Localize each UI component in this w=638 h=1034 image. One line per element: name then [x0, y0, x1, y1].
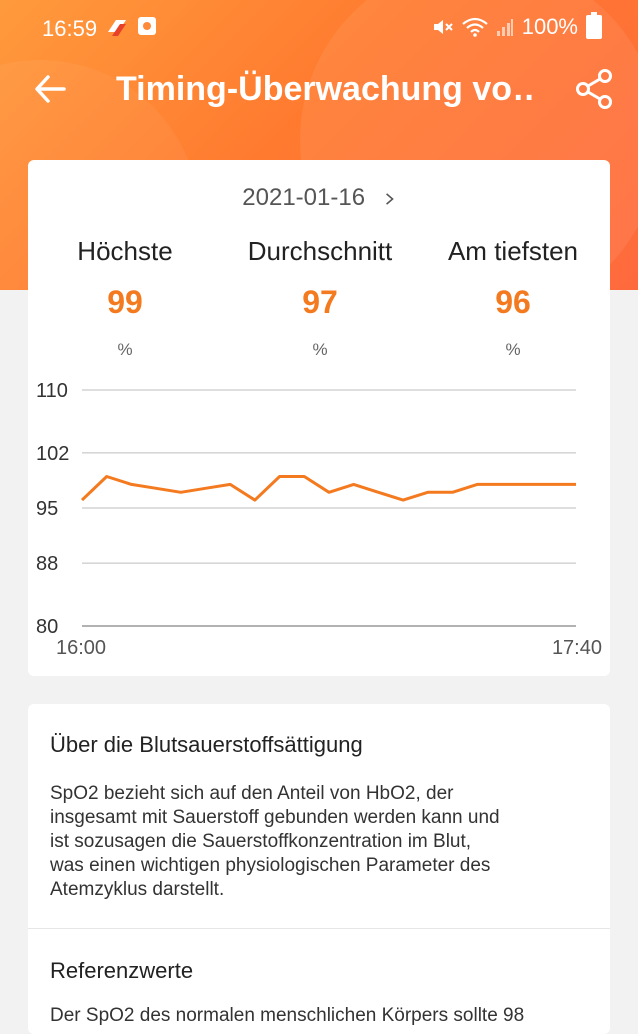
- page-title: Timing-Überwachung vo…: [116, 70, 536, 108]
- section-divider: [28, 928, 610, 929]
- battery-percent: 100%: [521, 14, 578, 39]
- top-app-bar: Timing-Überwachung vo…: [0, 56, 638, 126]
- mute-icon: [433, 20, 453, 34]
- about-line: was einen wichtigen physiologischen Para…: [50, 855, 491, 876]
- stat-value-average: 97: [302, 284, 338, 320]
- y-tick-label: 80: [36, 616, 58, 638]
- date-selector[interactable]: 2021-01-16: [0, 184, 638, 212]
- wifi-icon: [462, 17, 488, 37]
- y-tick-label: 102: [36, 443, 69, 465]
- x-tick-label: 16:00: [56, 637, 106, 659]
- y-tick-label: 110: [36, 380, 68, 402]
- stat-unit-highest: %: [117, 340, 133, 359]
- stat-unit-average: %: [312, 340, 328, 359]
- date-label: 2021-01-16: [242, 184, 366, 211]
- stat-label-lowest: Am tiefsten: [447, 236, 579, 266]
- stat-unit-lowest: %: [505, 340, 521, 359]
- stat-label-average: Durchschnitt: [247, 236, 393, 266]
- y-tick-label: 95: [36, 498, 58, 520]
- stat-label-highest: Höchste: [77, 236, 173, 266]
- x-tick-label: 17:40: [552, 637, 602, 659]
- status-bar: 16:59 100%: [0, 0, 638, 56]
- about-line: Atemzyklus darstellt.: [50, 879, 225, 900]
- stat-value-lowest: 96: [495, 284, 531, 320]
- share-icon[interactable]: [574, 68, 616, 110]
- series-line: [80, 475, 576, 502]
- battery-icon: [586, 12, 602, 39]
- status-time: 16:59: [42, 16, 98, 41]
- reference-title: Referenzwerte: [50, 958, 194, 983]
- y-tick-label: 88: [36, 553, 58, 575]
- about-line: insgesamt mit Sauerstoff gebunden werden…: [50, 807, 500, 828]
- app-logo-icon: [108, 20, 126, 36]
- about-line: ist sozusagen die Sauerstoffkonzentratio…: [50, 831, 472, 852]
- signal-icon: [496, 19, 513, 36]
- stats-card: [28, 160, 610, 676]
- about-title: Über die Blutsauerstoffsättigung: [50, 732, 363, 757]
- about-line: SpO2 bezieht sich auf den Anteil von HbO…: [50, 783, 454, 804]
- info-card: [28, 704, 610, 1034]
- stat-value-highest: 99: [107, 284, 143, 320]
- reference-body: Der SpO2 des normalen menschlichen Körpe…: [50, 1005, 525, 1026]
- app-notification-icon: [138, 17, 156, 35]
- chevron-right-icon[interactable]: [384, 193, 396, 205]
- status-right: 100%: [432, 12, 602, 40]
- back-arrow-icon[interactable]: [32, 71, 68, 107]
- about-body: SpO2 bezieht sich auf den Anteil von HbO…: [50, 782, 580, 902]
